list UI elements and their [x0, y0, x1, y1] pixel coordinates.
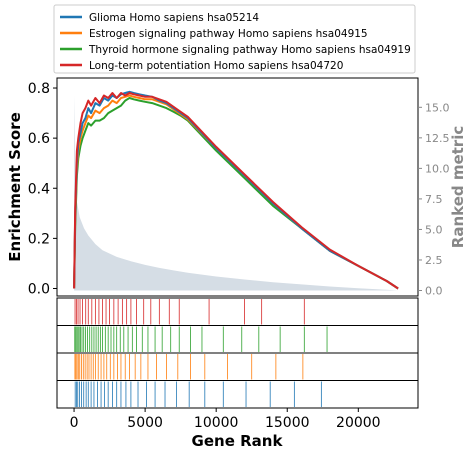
x-tick-label: 15000	[265, 415, 310, 431]
y-tick-label: 0.6	[28, 131, 50, 147]
legend-label: Thyroid hormone signaling pathway Homo s…	[88, 44, 411, 56]
x-axis-label: Gene Rank	[192, 432, 284, 450]
x-tick-label: 5000	[127, 415, 163, 431]
legend-box	[53, 4, 416, 74]
enrichment-series-layer	[73, 90, 399, 290]
y2-tick-label: 7.5	[425, 193, 443, 206]
es-line-series-3	[73, 97, 399, 290]
hit-track-frame	[56, 380, 419, 409]
x-tick-label: 20000	[336, 415, 381, 431]
es-line-series-4	[73, 92, 399, 290]
y-tick-label: 0.2	[28, 231, 50, 247]
y-tick-label: 0.0	[28, 281, 50, 297]
enrichment-score-panel: 0.0 0.2 0.4 0.6 0.8 0.0 2.5 5.0 7.5 10.0 12.5 15.0	[28, 77, 450, 298]
legend-label: Glioma Homo sapiens hsa05214	[89, 12, 259, 24]
x-tick-label: 10000	[194, 415, 239, 431]
ranked-metric-layer	[74, 95, 399, 291]
y-axis-label: Enrichment Score	[6, 112, 24, 261]
hit-track-panels	[56, 297, 419, 409]
legend-label: Estrogen signaling pathway Homo sapiens …	[89, 28, 368, 40]
legend-label: Long-term potentiation Homo sapiens hsa0…	[89, 60, 343, 72]
y-axis-ticks: 0.0 0.2 0.4 0.6 0.8	[28, 81, 57, 297]
es-plot-frame	[56, 77, 419, 297]
y2-tick-label: 12.5	[425, 132, 450, 145]
y2-axis-label: Ranked metric	[449, 126, 467, 248]
y2-axis-ticks: 0.0 2.5 5.0 7.5 10.0 12.5 15.0	[418, 101, 450, 298]
legend: Glioma Homo sapiens hsa05214 Estrogen sig…	[53, 4, 416, 74]
y2-tick-label: 2.5	[425, 254, 443, 267]
y2-tick-label: 0.0	[425, 285, 443, 298]
y-tick-label: 0.4	[28, 181, 50, 197]
hit-track-4	[56, 380, 419, 409]
legend-items: Glioma Homo sapiens hsa05214 Estrogen sig…	[60, 12, 411, 72]
y-tick-label: 0.8	[28, 81, 50, 97]
x-axis-ticks: 0 5000 10000 15000 20000	[70, 408, 381, 431]
y2-tick-label: 5.0	[425, 223, 443, 236]
x-tick-label: 0	[70, 415, 79, 431]
y2-tick-label: 10.0	[425, 162, 450, 175]
ranked-metric-area	[74, 95, 399, 291]
y2-tick-label: 15.0	[425, 101, 450, 114]
